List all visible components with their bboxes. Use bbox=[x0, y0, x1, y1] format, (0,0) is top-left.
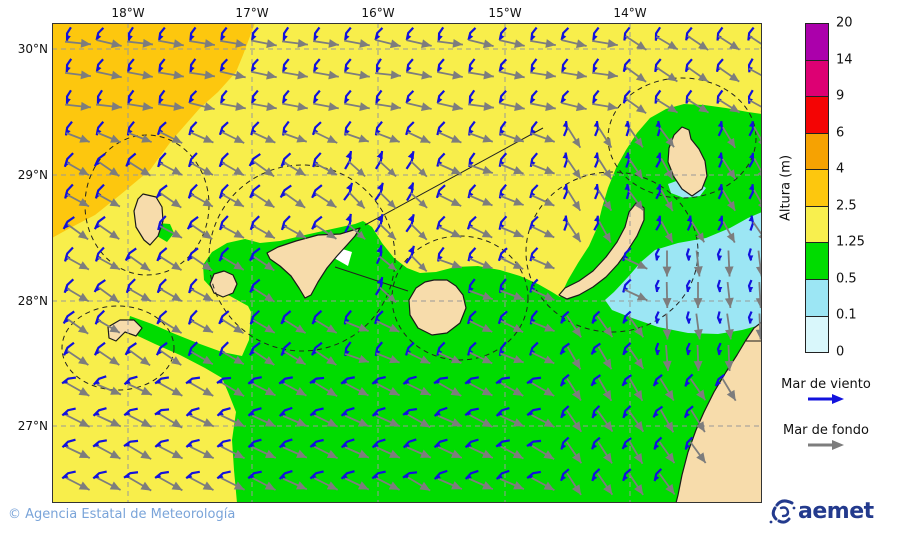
colorbar-band bbox=[806, 60, 828, 98]
island-gran-canaria bbox=[408, 279, 467, 336]
colorbar-tick-value: 6 bbox=[836, 125, 845, 141]
colorbar-band bbox=[806, 170, 828, 207]
colorbar-tick-value: 9 bbox=[836, 88, 845, 104]
colorbar-tick-value: 20 bbox=[836, 15, 853, 31]
colorbar-tick-value: 14 bbox=[836, 52, 853, 68]
lat-tick-label: 30°N bbox=[17, 42, 48, 56]
wave-height-colorbar bbox=[805, 23, 829, 353]
colorbar-tick-value: 1.25 bbox=[836, 234, 865, 250]
wind-arrows-layer bbox=[61, 26, 762, 496]
island-el-hierro bbox=[107, 319, 143, 342]
lon-tick-label: 17°W bbox=[235, 6, 269, 20]
map-plot-area bbox=[52, 23, 762, 503]
colorbar-band bbox=[806, 133, 828, 171]
aemet-logo: aemet bbox=[768, 498, 874, 526]
island-lanzarote bbox=[667, 126, 708, 197]
colorbar-tick-value: 0.1 bbox=[836, 307, 857, 323]
swell-arrow-icon bbox=[808, 440, 844, 450]
lon-tick-label: 15°W bbox=[488, 6, 522, 20]
island-tenerife bbox=[266, 227, 361, 299]
colorbar-tick-value: 0 bbox=[836, 344, 845, 360]
colorbar-tick-value: 0.5 bbox=[836, 271, 857, 287]
copyright-text: © Agencia Estatal de Meteorología bbox=[8, 507, 236, 522]
island-la-gomera bbox=[209, 270, 238, 298]
lat-tick-label: 29°N bbox=[17, 168, 48, 182]
graticule bbox=[52, 23, 762, 503]
wind-sea-legend-label: Mar de viento bbox=[781, 377, 871, 392]
sea-region-very-rough bbox=[52, 23, 255, 238]
lon-tick-label: 18°W bbox=[111, 6, 145, 20]
aemet-swirl-icon bbox=[769, 499, 796, 524]
map-frame bbox=[52, 23, 762, 503]
island-la-palma bbox=[133, 193, 164, 246]
colorbar-tick-value: 2.5 bbox=[836, 198, 857, 214]
swell-legend-label: Mar de fondo bbox=[782, 423, 870, 438]
colorbar-band bbox=[806, 24, 828, 61]
colorbar-band bbox=[806, 316, 828, 353]
colorbar-band bbox=[806, 279, 828, 317]
map-layers bbox=[52, 23, 762, 503]
colorbar-title: Altura (m) bbox=[778, 154, 794, 222]
sea-region-light bbox=[605, 212, 762, 334]
colorbar-band bbox=[806, 243, 828, 280]
colorbar-band bbox=[806, 97, 828, 134]
lon-tick-label: 14°W bbox=[613, 6, 647, 20]
colorbar-band bbox=[806, 206, 828, 244]
colorbar-tick-value: 4 bbox=[836, 161, 845, 177]
lat-tick-label: 27°N bbox=[17, 419, 48, 433]
canary-islands-wave-map bbox=[52, 23, 762, 503]
lon-tick-label: 16°W bbox=[361, 6, 395, 20]
lat-tick-label: 28°N bbox=[17, 294, 48, 308]
forecast-zone-boundaries bbox=[61, 77, 757, 391]
wind-sea-arrow-icon bbox=[808, 394, 844, 404]
aemet-wordmark: aemet bbox=[798, 499, 874, 524]
